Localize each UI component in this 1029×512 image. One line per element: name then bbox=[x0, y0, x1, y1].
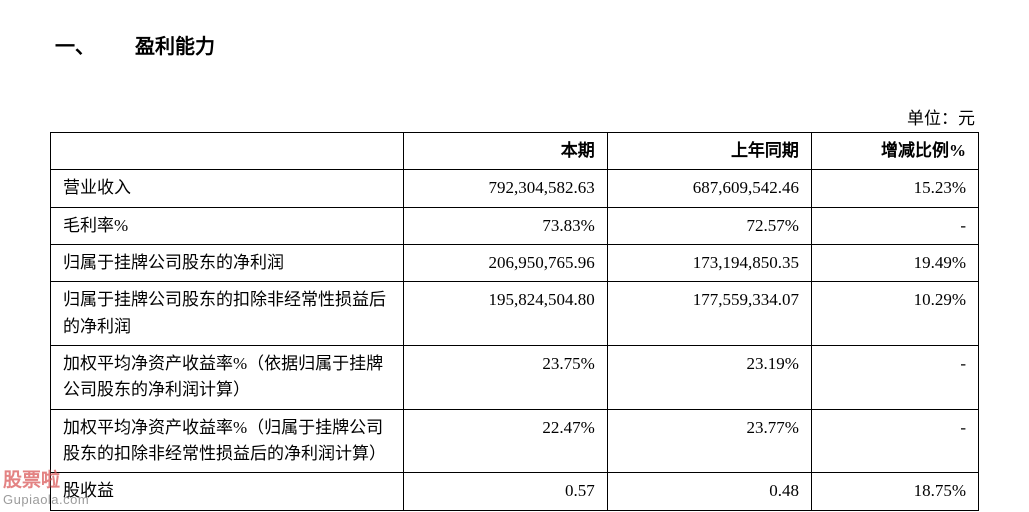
header-label bbox=[51, 133, 404, 170]
table-row: 毛利率% 73.83% 72.57% - bbox=[51, 207, 979, 244]
row-change: 19.49% bbox=[811, 245, 978, 282]
row-label: 归属于挂牌公司股东的扣除非经常性损益后的净利润 bbox=[51, 282, 404, 346]
row-change: 18.75% bbox=[811, 473, 978, 510]
table-header-row: 本期 上年同期 增减比例% bbox=[51, 133, 979, 170]
row-label: 加权平均净资产收益率%（归属于挂牌公司股东的扣除非经常性损益后的净利润计算） bbox=[51, 409, 404, 473]
row-prior: 72.57% bbox=[607, 207, 811, 244]
heading-prefix: 一、 bbox=[55, 36, 95, 58]
row-current: 0.57 bbox=[403, 473, 607, 510]
row-prior: 23.19% bbox=[607, 346, 811, 410]
row-current: 73.83% bbox=[403, 207, 607, 244]
row-label: 加权平均净资产收益率%（依据归属于挂牌公司股东的净利润计算） bbox=[51, 346, 404, 410]
row-change: 10.29% bbox=[811, 282, 978, 346]
row-prior: 687,609,542.46 bbox=[607, 170, 811, 207]
row-current: 206,950,765.96 bbox=[403, 245, 607, 282]
row-label: 营业收入 bbox=[51, 170, 404, 207]
row-current: 792,304,582.63 bbox=[403, 170, 607, 207]
heading-title: 盈利能力 bbox=[135, 36, 215, 58]
row-current: 22.47% bbox=[403, 409, 607, 473]
table-row: 加权平均净资产收益率%（归属于挂牌公司股东的扣除非经常性损益后的净利润计算） 2… bbox=[51, 409, 979, 473]
row-change: - bbox=[811, 207, 978, 244]
header-current: 本期 bbox=[403, 133, 607, 170]
row-change: 15.23% bbox=[811, 170, 978, 207]
table-row: 加权平均净资产收益率%（依据归属于挂牌公司股东的净利润计算） 23.75% 23… bbox=[51, 346, 979, 410]
header-change: 增减比例% bbox=[811, 133, 978, 170]
watermark-line2: Gupiaola.com bbox=[3, 492, 89, 508]
row-prior: 0.48 bbox=[607, 473, 811, 510]
table-row: 归属于挂牌公司股东的扣除非经常性损益后的净利润 195,824,504.80 1… bbox=[51, 282, 979, 346]
unit-label: 单位：元 bbox=[50, 104, 979, 129]
row-current: 23.75% bbox=[403, 346, 607, 410]
row-change: - bbox=[811, 346, 978, 410]
row-label: 毛利率% bbox=[51, 207, 404, 244]
row-label: 归属于挂牌公司股东的净利润 bbox=[51, 245, 404, 282]
table-row: 营业收入 792,304,582.63 687,609,542.46 15.23… bbox=[51, 170, 979, 207]
row-prior: 23.77% bbox=[607, 409, 811, 473]
row-change: - bbox=[811, 409, 978, 473]
row-current: 195,824,504.80 bbox=[403, 282, 607, 346]
table-row: 股收益 0.57 0.48 18.75% bbox=[51, 473, 979, 510]
watermark-line1: 股票啦 bbox=[3, 470, 89, 493]
row-prior: 173,194,850.35 bbox=[607, 245, 811, 282]
profitability-table: 本期 上年同期 增减比例% 营业收入 792,304,582.63 687,60… bbox=[50, 132, 979, 511]
row-label: 股收益 bbox=[51, 473, 404, 510]
table-row: 归属于挂牌公司股东的净利润 206,950,765.96 173,194,850… bbox=[51, 245, 979, 282]
watermark: 股票啦 Gupiaola.com bbox=[3, 470, 89, 508]
section-heading: 一、 盈利能力 bbox=[50, 30, 979, 59]
header-prior: 上年同期 bbox=[607, 133, 811, 170]
row-prior: 177,559,334.07 bbox=[607, 282, 811, 346]
